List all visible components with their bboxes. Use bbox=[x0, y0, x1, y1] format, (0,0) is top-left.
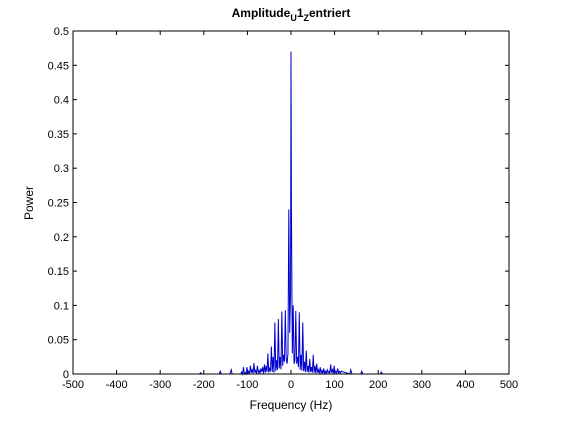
axes-box bbox=[72, 30, 510, 375]
title-segment: 1 bbox=[297, 6, 304, 20]
y-axis-label: Power bbox=[22, 186, 36, 220]
x-tick-label: 100 bbox=[325, 379, 343, 391]
y-tick-label: 0.4 bbox=[54, 95, 69, 107]
y-tick-label: 0.15 bbox=[48, 266, 69, 278]
y-tick-label: 0.5 bbox=[54, 26, 69, 38]
x-tick-label: -300 bbox=[149, 379, 171, 391]
x-tick-label: -100 bbox=[236, 379, 258, 391]
x-tick-label: 400 bbox=[456, 379, 474, 391]
y-tick-label: 0.05 bbox=[48, 335, 69, 347]
y-tick-label: 0.3 bbox=[54, 163, 69, 175]
x-tick-label: 300 bbox=[413, 379, 431, 391]
chart-title: AmplitudeU1Zentriert bbox=[232, 6, 351, 23]
y-tick-label: 0.25 bbox=[48, 198, 69, 210]
y-tick-label: 0.35 bbox=[48, 129, 69, 141]
power-series-line bbox=[73, 51, 509, 376]
x-tick-label: 500 bbox=[500, 379, 518, 391]
title-segment: U bbox=[290, 13, 297, 23]
x-axis-label: Frequency (Hz) bbox=[250, 398, 333, 412]
y-tick-label: 0.45 bbox=[48, 60, 69, 72]
title-segment: Z bbox=[304, 13, 310, 23]
y-tick-label: 0.2 bbox=[54, 232, 69, 244]
x-tick-label: -200 bbox=[193, 379, 215, 391]
x-tick-label: -400 bbox=[106, 379, 128, 391]
x-tick-label: 0 bbox=[288, 379, 294, 391]
title-segment: entriert bbox=[309, 6, 350, 20]
x-tick-label: 200 bbox=[369, 379, 387, 391]
title-segment: Amplitude bbox=[232, 6, 291, 20]
x-tick-label: -500 bbox=[62, 379, 84, 391]
y-tick-label: 0.1 bbox=[54, 300, 69, 312]
y-tick-label: 0 bbox=[63, 369, 69, 381]
